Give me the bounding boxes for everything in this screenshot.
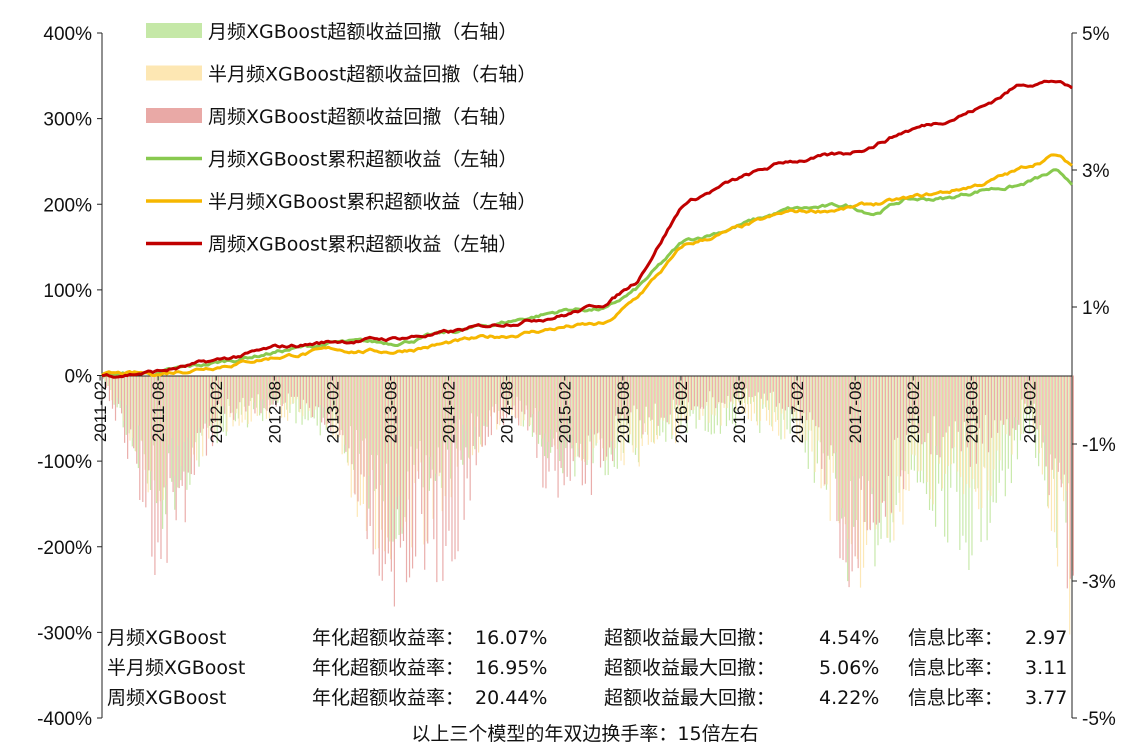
stat-drawdown-label: 超额收益最大回撤：	[604, 687, 775, 709]
legend-label: 月频XGBoost累积超额收益（左轴）	[208, 149, 517, 171]
date-tick-label: 2014-02	[440, 381, 459, 443]
legend-swatch	[146, 65, 202, 81]
legend-label: 半月频XGBoost超额收益回撤（右轴）	[208, 64, 536, 86]
drawdown-area-3	[102, 375, 1074, 607]
stat-drawdown-label: 超额收益最大回撤：	[604, 627, 775, 649]
legend-item: 周频XGBoost超额收益回撤（右轴）	[146, 106, 517, 128]
left-tick-label: 0%	[65, 367, 93, 388]
legend-swatch	[146, 23, 202, 38]
left-tick-label: -100%	[37, 452, 92, 473]
legend: 月频XGBoost超额收益回撤（右轴） 半月频XGBoost超额收益回撤（右轴） 周…	[146, 21, 536, 256]
stat-ir-label: 信息比率：	[908, 687, 1003, 709]
stat-model: 周频XGBoost	[107, 687, 226, 709]
stat-annual-label: 年化超额收益率：	[312, 687, 464, 709]
legend-item: 月频XGBoost累积超额收益（左轴）	[146, 149, 517, 171]
stat-model: 半月频XGBoost	[107, 657, 245, 679]
right-tick-label: 5%	[1082, 24, 1110, 45]
stat-drawdown-value: 4.22%	[819, 687, 879, 709]
date-tick-label: 2013-02	[323, 381, 342, 443]
stat-annual-label: 年化超额收益率：	[312, 657, 464, 679]
stat-ir-value: 3.77	[1025, 687, 1067, 709]
legend-item: 半月频XGBoost超额收益回撤（右轴）	[146, 64, 536, 86]
date-tick-label: 2017-08	[846, 381, 865, 443]
right-tick-label: -5%	[1082, 709, 1116, 730]
stat-drawdown-value: 4.54%	[819, 627, 879, 649]
left-tick-label: -300%	[37, 623, 92, 644]
drawdown-area-2	[102, 375, 1074, 635]
stat-ir-label: 信息比率：	[908, 627, 1003, 649]
left-tick-label: -400%	[37, 709, 92, 730]
date-tick-label: 2011-02	[91, 381, 110, 442]
date-tick-label: 2018-02	[904, 381, 923, 443]
drawdown-area-layer	[102, 375, 1074, 635]
stats-row: 月频XGBoost 年化超额收益率： 16.07% 超额收益最大回撤： 4.54% 信息比…	[107, 627, 1067, 649]
date-tick-label: 2017-02	[788, 381, 807, 443]
stats-table: 月频XGBoost 年化超额收益率： 16.07% 超额收益最大回撤： 4.54% 信息比…	[107, 627, 1067, 709]
date-axis-ticks: 2011-02 2011-08 2012-02 2012-08 2013-02 2013-…	[91, 375, 1039, 443]
date-tick-label: 2018-08	[962, 381, 981, 443]
drawdown-area-1	[104, 375, 1073, 582]
date-tick-label: 2012-08	[265, 381, 284, 443]
legend-item: 半月频XGBoost累积超额收益（左轴）	[146, 191, 536, 213]
left-tick-label: -200%	[37, 538, 92, 559]
stat-annual-value: 20.44%	[475, 687, 547, 709]
legend-item: 月频XGBoost超额收益回撤（右轴）	[146, 21, 517, 43]
axes-layer	[101, 33, 1073, 718]
right-axis-ticks: 5% 3% 1% -1% -3% -5%	[1072, 24, 1116, 730]
right-tick-label: -1%	[1082, 435, 1116, 456]
legend-label: 半月频XGBoost累积超额收益（左轴）	[208, 191, 536, 213]
legend-label: 周频XGBoost超额收益回撤（右轴）	[208, 106, 517, 128]
legend-label: 月频XGBoost超额收益回撤（右轴）	[208, 21, 517, 43]
stat-annual-value: 16.95%	[475, 657, 547, 679]
date-tick-label: 2015-02	[556, 381, 575, 443]
turnover-footnote: 以上三个模型的年双边换手率：15倍左右	[411, 723, 758, 745]
stat-annual-label: 年化超额收益率：	[312, 627, 464, 649]
date-tick-label: 2019-02	[1020, 381, 1039, 443]
date-tick-label: 2012-02	[207, 381, 226, 443]
stats-row: 半月频XGBoost 年化超额收益率： 16.95% 超额收益最大回撤： 5.06% 信息…	[107, 657, 1067, 679]
date-tick-label: 2013-08	[381, 381, 400, 443]
legend-swatch	[146, 108, 202, 123]
stat-drawdown-value: 5.06%	[819, 657, 879, 679]
stat-drawdown-label: 超额收益最大回撤：	[604, 657, 775, 679]
line-weekly	[101, 79, 1073, 379]
date-tick-label: 2016-02	[672, 381, 691, 443]
left-tick-label: 100%	[43, 281, 92, 302]
date-tick-label: 2015-08	[614, 381, 633, 443]
stat-model: 月频XGBoost	[107, 627, 226, 649]
right-tick-label: 3%	[1082, 161, 1110, 182]
stat-annual-value: 16.07%	[475, 627, 547, 649]
stat-ir-value: 2.97	[1025, 627, 1067, 649]
line-semimonthly	[100, 153, 1073, 377]
stat-ir-value: 3.11	[1025, 657, 1067, 679]
left-axis-ticks: 400% 300% 200% 100% 0% -100% -200% -300% -400%	[37, 24, 102, 730]
stat-ir-label: 信息比率：	[908, 657, 1003, 679]
right-tick-label: 1%	[1082, 298, 1110, 319]
legend-item: 周频XGBoost累积超额收益（左轴）	[146, 234, 517, 256]
left-tick-label: 300%	[43, 110, 92, 131]
left-tick-label: 400%	[43, 24, 92, 45]
stats-row: 周频XGBoost 年化超额收益率： 20.44% 超额收益最大回撤： 4.22% 信息比…	[107, 687, 1067, 709]
date-tick-label: 2014-08	[498, 381, 517, 443]
left-tick-label: 200%	[43, 195, 92, 216]
date-tick-label: 2011-08	[149, 381, 168, 442]
date-tick-label: 2016-08	[730, 381, 749, 443]
right-tick-label: -3%	[1082, 572, 1116, 593]
legend-label: 周频XGBoost累积超额收益（左轴）	[208, 234, 517, 256]
cumulative-lines-layer	[100, 79, 1074, 379]
line-monthly	[101, 168, 1074, 378]
